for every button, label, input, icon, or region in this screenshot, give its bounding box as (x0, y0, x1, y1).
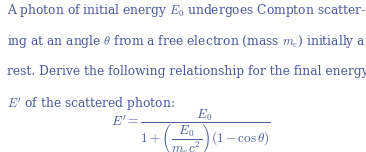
Text: A photon of initial energy $E_0$ undergoes Compton scatter-: A photon of initial energy $E_0$ undergo… (7, 2, 366, 19)
Text: rest. Derive the following relationship for the final energy: rest. Derive the following relationship … (7, 65, 366, 78)
Text: ing at an angle $\theta$ from a free electron (mass $m_e$) initially at: ing at an angle $\theta$ from a free ele… (7, 33, 366, 50)
Text: $E'$ of the scattered photon:: $E'$ of the scattered photon: (7, 96, 175, 113)
Text: $E' = \dfrac{E_0}{1 + \left(\dfrac{E_0}{m_e c^2}\right)(1 - \cos\theta)}$: $E' = \dfrac{E_0}{1 + \left(\dfrac{E_0}{… (111, 108, 270, 152)
